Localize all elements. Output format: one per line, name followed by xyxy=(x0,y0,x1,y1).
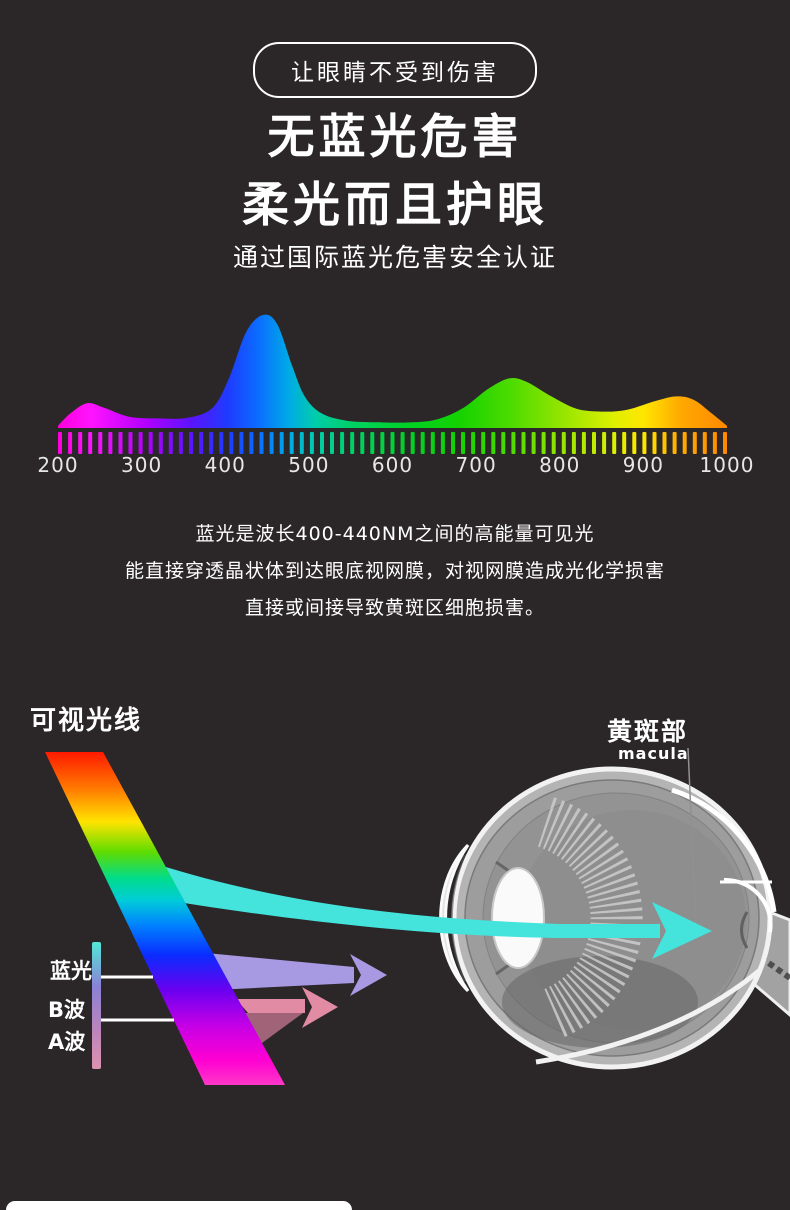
wavelength-tick-label: 300 xyxy=(121,453,163,477)
a-wave-ray-label: A波 xyxy=(48,1030,86,1054)
wavelength-tick-label: 900 xyxy=(622,453,664,477)
wavelength-tick-label: 800 xyxy=(539,453,581,477)
wavelength-axis-labels: 200 300 400 500 600 700 800 900 1000 xyxy=(0,453,790,479)
b-wave-arrow xyxy=(206,953,387,996)
eye-bottom-shadow xyxy=(502,956,698,1048)
b-wave-arrowhead xyxy=(350,954,387,996)
a-wave-arrow xyxy=(236,987,338,1043)
page-title-line1: 无蓝光危害 xyxy=(267,110,523,165)
eye-lens xyxy=(491,867,545,969)
spectrum-area-curve xyxy=(58,314,727,428)
badge-label: 让眼睛不受到伤害 xyxy=(291,60,499,86)
blue-light-ray-label: 蓝光 xyxy=(50,959,92,983)
a-wave-band xyxy=(236,999,305,1013)
eye-lower-arc xyxy=(535,968,762,1065)
spectrum-tick-strip xyxy=(58,432,727,454)
wavelength-tick-label: 400 xyxy=(204,453,246,477)
visible-light-beam xyxy=(45,752,285,1085)
wavelength-tick-label: 500 xyxy=(288,453,330,477)
description-line2: 能直接穿透晶状体到达眼底视网膜，对视网膜造成光化学损害 xyxy=(124,560,665,582)
ciliary-fibers xyxy=(537,797,643,1039)
wavelength-tick-label: 1000 xyxy=(699,453,755,477)
macula-sublabel: macula xyxy=(618,744,689,763)
description-line1: 蓝光是波长400-440NM之间的高能量可见光 xyxy=(195,523,595,545)
wavelength-tick-label: 200 xyxy=(37,453,79,477)
blue-ray-shaft xyxy=(550,924,660,938)
macula-pointer-line xyxy=(687,747,697,927)
blue-ray-band xyxy=(156,864,560,938)
eye-light-diagram xyxy=(45,747,790,1085)
page-title-line2: 柔光而且护眼 xyxy=(242,178,548,233)
macula-label: 黄斑部 xyxy=(607,717,689,746)
spectrum-chart xyxy=(58,314,727,454)
a-wave-shadow xyxy=(240,1013,303,1043)
wavelength-tick-label: 700 xyxy=(455,453,497,477)
eye-illustration xyxy=(439,766,790,1070)
ray-scale-bar xyxy=(92,942,101,1069)
visible-light-label: 可视光线 xyxy=(30,706,143,736)
page-subtitle: 通过国际蓝光危害安全认证 xyxy=(232,243,557,272)
cornea xyxy=(439,843,470,993)
wavelength-tick-label: 600 xyxy=(371,453,414,477)
blue-ray-arrowhead xyxy=(652,902,712,959)
description-text: 蓝光是波长400-440NM之间的高能量可见光 能直接穿透晶状体到达眼底视网膜，… xyxy=(0,516,790,627)
blue-light-ray-arrow xyxy=(156,864,712,959)
a-wave-arrowhead xyxy=(302,987,338,1028)
header-badge: 让眼睛不受到伤害 xyxy=(253,42,537,98)
b-wave-band xyxy=(206,953,354,990)
b-wave-ray-label: B波 xyxy=(48,998,86,1022)
macula-notch xyxy=(740,911,749,949)
bottom-card-edge xyxy=(6,1201,352,1210)
eye-upper-arc xyxy=(671,787,777,913)
description-line3: 直接或间接导致黄斑区细胞损害。 xyxy=(244,597,545,619)
